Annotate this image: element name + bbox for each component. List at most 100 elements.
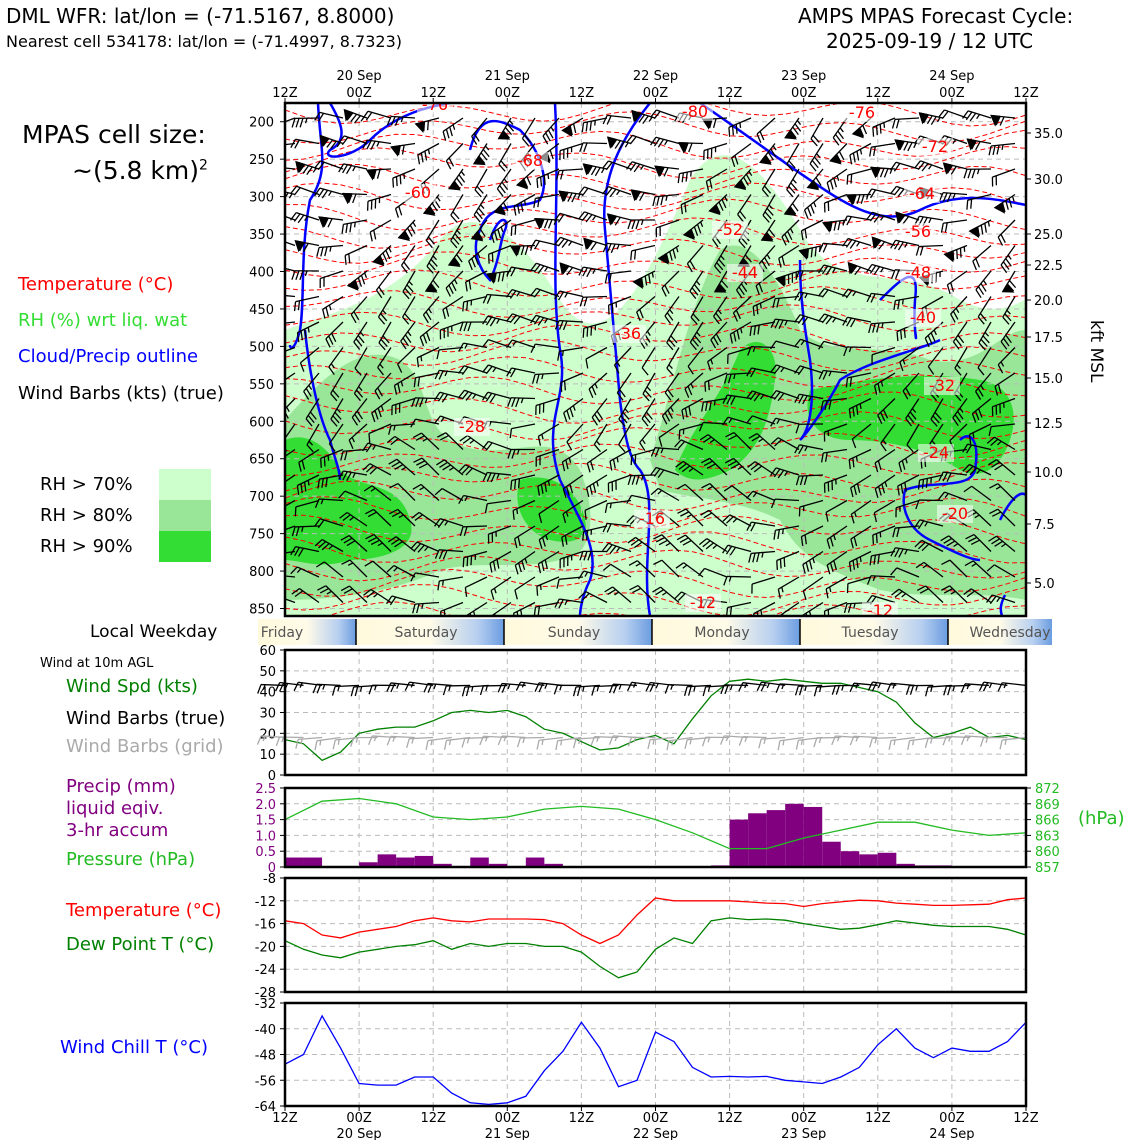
wind-barb <box>490 219 512 244</box>
wind-barb <box>899 346 920 372</box>
barb-half <box>358 386 363 391</box>
barb-half <box>944 493 949 499</box>
barb-shaft <box>465 576 488 588</box>
barb-half <box>882 439 887 445</box>
wind-barb <box>473 194 488 223</box>
cross-section-plot: -76 -80 -76-72-68-60 -64-52 -56-44 -48-40-36-… <box>285 103 1026 616</box>
barb-full <box>763 185 772 194</box>
wind-barb <box>802 576 824 601</box>
barb-full <box>615 480 617 490</box>
wind-barb <box>303 372 320 400</box>
barb-full <box>404 313 412 322</box>
wind-barb <box>890 239 920 251</box>
surface-wind-barb-true <box>257 683 286 694</box>
barb-full <box>566 267 574 276</box>
barb-full <box>350 314 357 324</box>
barb-half <box>924 521 929 527</box>
barb-shaft <box>616 372 632 394</box>
barb-full <box>676 534 686 541</box>
barb-full <box>572 686 577 697</box>
barb-full <box>1002 261 1010 270</box>
kft-tick-label: 30.0 <box>1034 173 1063 188</box>
bottom-hour-label: 12Z <box>717 1111 743 1126</box>
wind-barb <box>299 346 320 372</box>
barb-full <box>768 228 776 238</box>
wind-barb <box>317 474 344 489</box>
barb-flag <box>606 136 617 149</box>
barb-full <box>442 550 448 560</box>
barb-half <box>670 684 674 690</box>
barb-full <box>346 472 352 481</box>
barb-shaft <box>563 397 584 414</box>
panel-y-tick-label: -24 <box>255 963 276 978</box>
barb-half <box>380 405 384 411</box>
barb-full <box>536 178 539 189</box>
barb-full <box>365 111 373 121</box>
barb-half <box>541 373 544 380</box>
barb-flag <box>295 160 305 174</box>
barb-full <box>627 219 632 230</box>
panel-y-tick-label: -28 <box>255 986 276 1001</box>
barb-full <box>537 563 542 574</box>
wind-barb <box>755 270 776 295</box>
wind-barb <box>941 559 968 578</box>
barb-full <box>499 185 506 194</box>
barb-half <box>930 738 933 744</box>
barb-full <box>853 536 858 547</box>
barb-full <box>385 249 391 260</box>
barb-full <box>493 272 497 283</box>
wind-barb <box>823 423 848 442</box>
wind-barb <box>842 288 872 299</box>
barb-full <box>645 411 653 420</box>
wind-barb <box>578 211 608 223</box>
barb-full <box>612 684 618 694</box>
barb-full <box>257 684 262 694</box>
barb-full <box>856 483 861 493</box>
barb-shaft <box>847 316 872 323</box>
barb-half <box>660 448 664 454</box>
barb-shaft <box>779 736 804 742</box>
barb-full <box>458 174 466 183</box>
barb-shaft <box>871 594 896 604</box>
wind-barb <box>795 423 824 434</box>
barb-shaft <box>680 193 704 206</box>
barb-half <box>507 683 511 690</box>
wind-barb <box>490 576 512 600</box>
wind-barb <box>866 263 896 275</box>
wind-barb <box>319 270 344 289</box>
barb-flag <box>943 250 954 263</box>
barb-full <box>581 212 589 222</box>
barb-shaft <box>536 287 560 298</box>
barb-shaft <box>464 736 489 739</box>
barb-flag <box>894 139 905 152</box>
barb-full <box>698 422 704 432</box>
wind-barb <box>350 296 368 324</box>
barb-full <box>886 682 892 693</box>
barb-shaft <box>949 559 968 578</box>
barb-full <box>954 367 962 376</box>
barb-full <box>557 214 565 223</box>
barb-flag <box>871 236 882 250</box>
wind-barb <box>586 448 608 473</box>
bottom-date-label: 21 Sep <box>485 1127 530 1140</box>
barb-full <box>590 166 597 176</box>
pressure-line <box>284 797 1027 850</box>
barb-full <box>425 331 431 342</box>
barb-full <box>626 134 633 144</box>
kft-tick-label: 12.5 <box>1034 417 1063 432</box>
barb-full <box>412 603 416 614</box>
barb-half <box>872 575 876 582</box>
barb-full <box>824 400 828 410</box>
top-date-label: 22 Sep <box>633 69 678 84</box>
surface-wind-barb-grid <box>406 736 434 749</box>
barb-full <box>350 686 355 697</box>
barb-full <box>563 380 566 391</box>
barb-full <box>968 434 972 444</box>
pressure-tick-label: 850 <box>249 603 274 618</box>
barb-shaft <box>285 550 296 556</box>
wind-barb <box>786 143 800 172</box>
barb-full <box>997 682 1003 692</box>
barb-half <box>813 201 817 208</box>
barb-shaft <box>890 736 915 742</box>
